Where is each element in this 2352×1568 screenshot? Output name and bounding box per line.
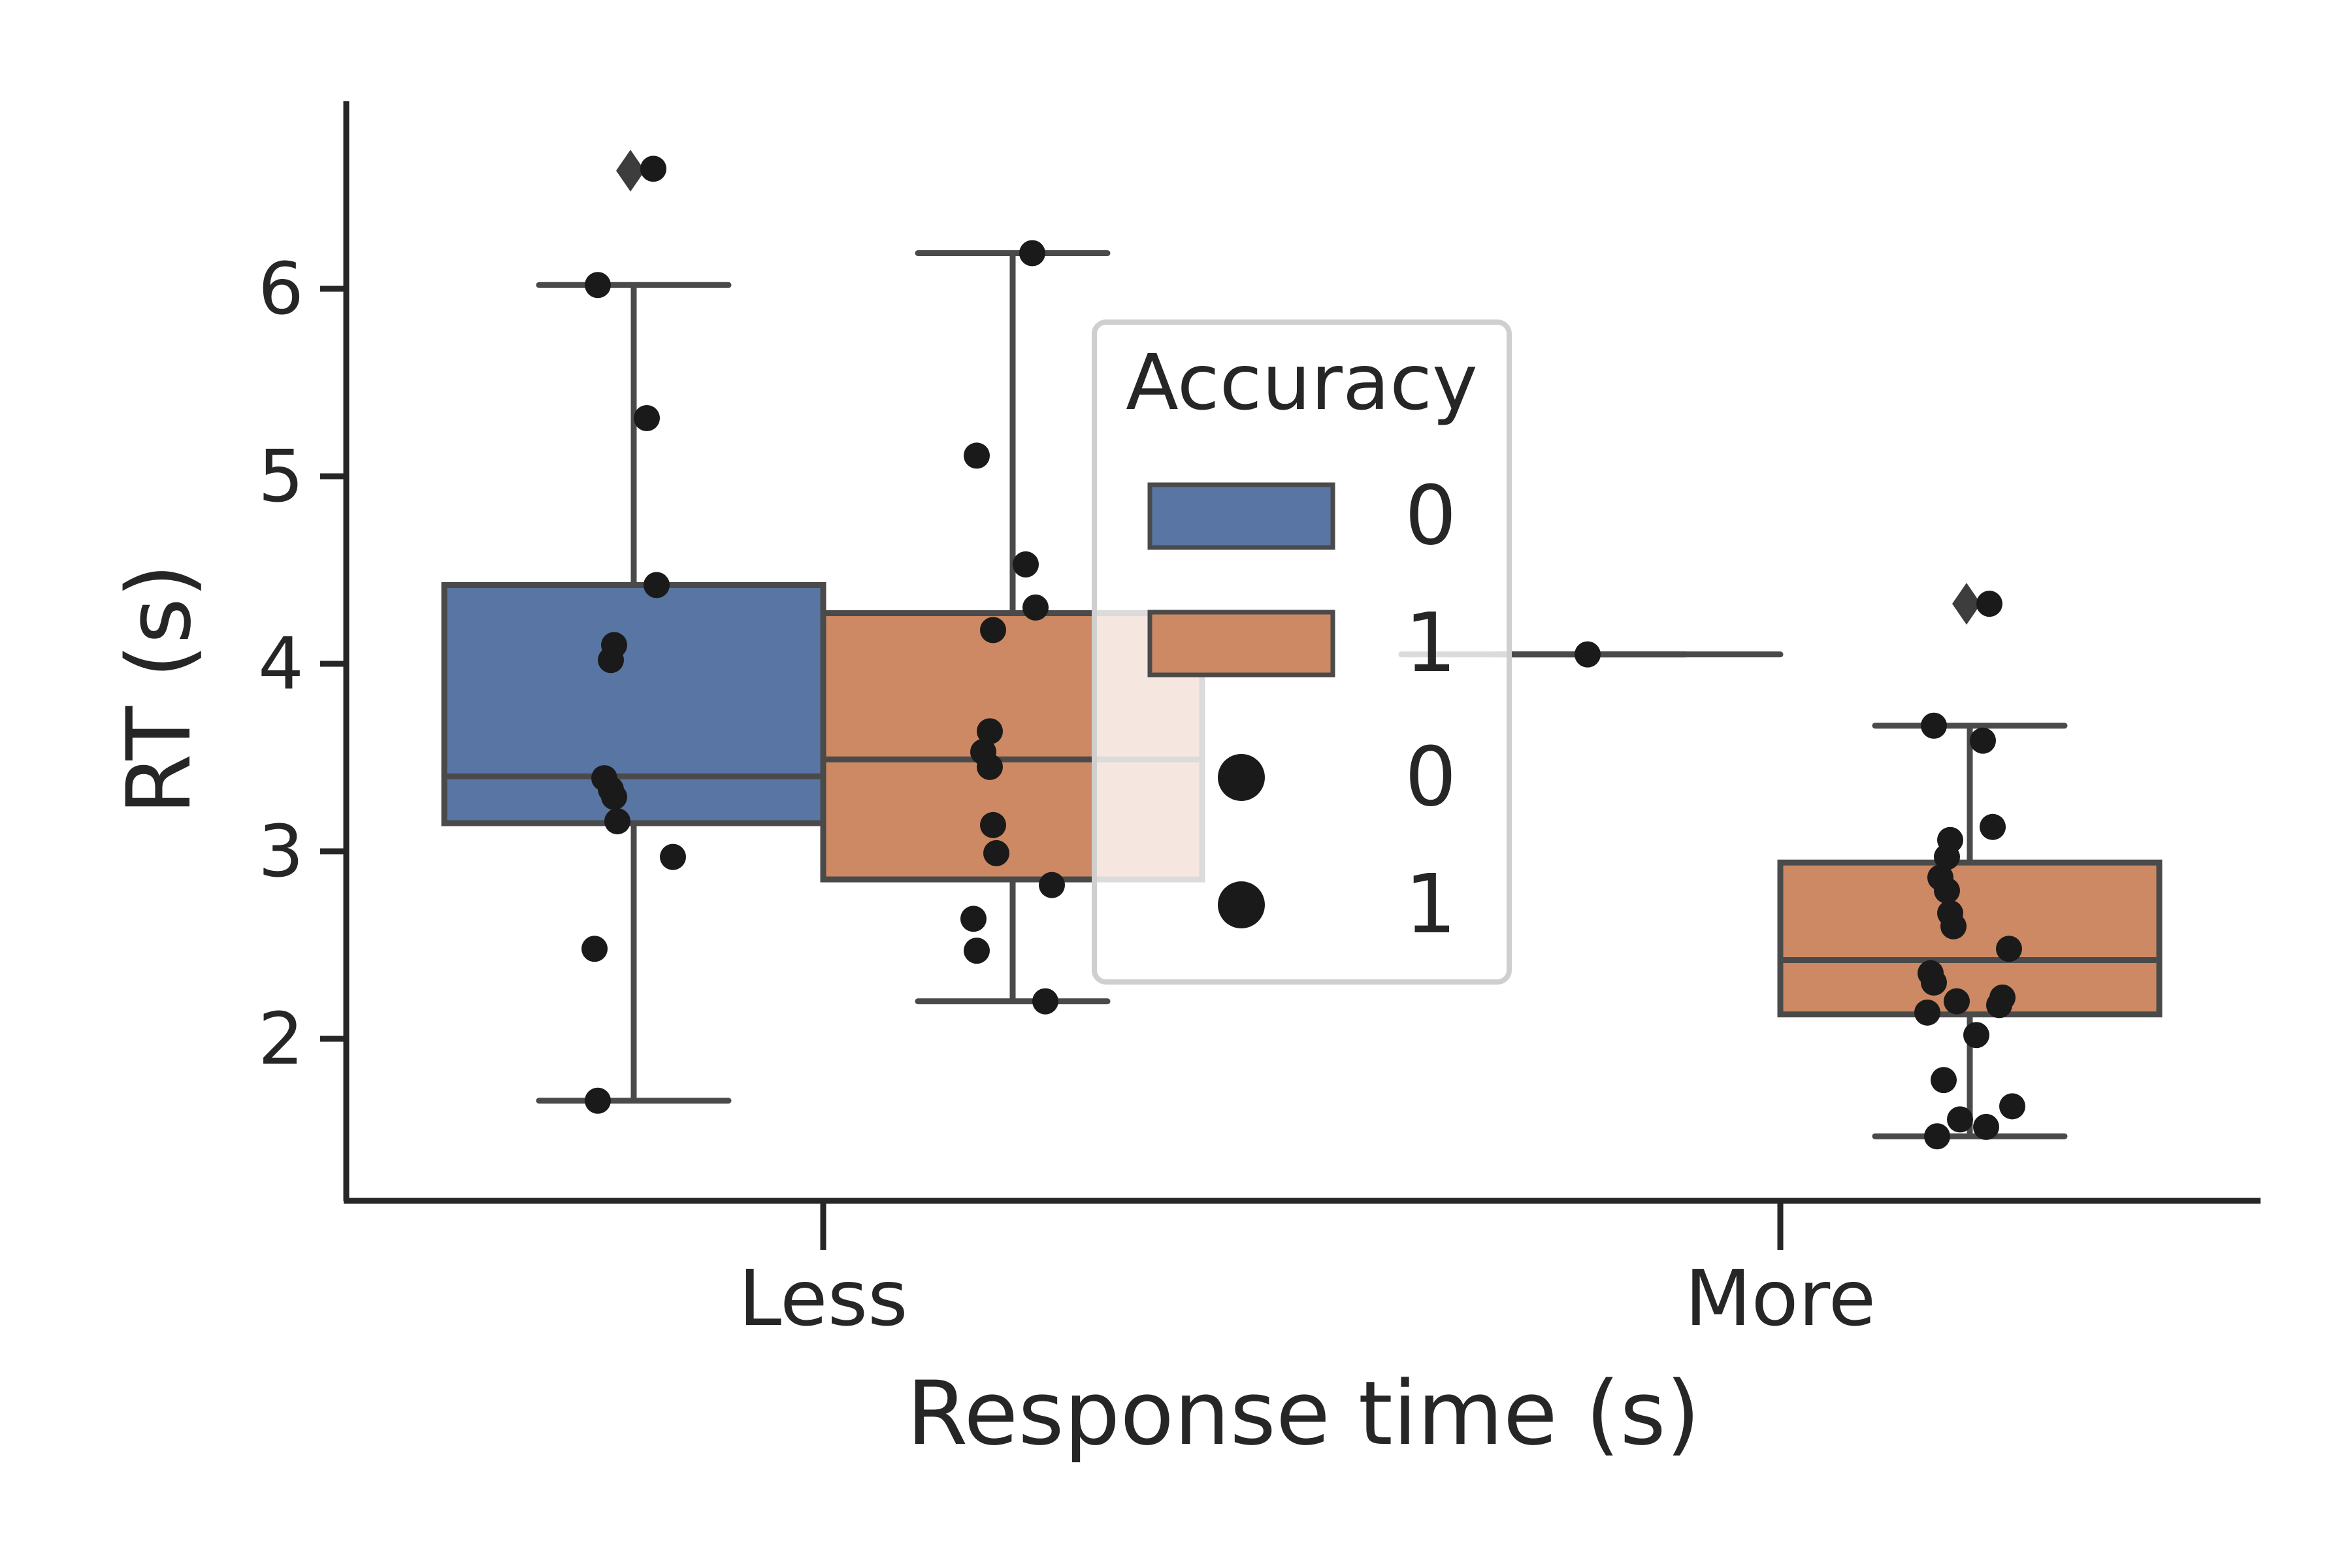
data-point xyxy=(1914,999,1940,1026)
data-point xyxy=(964,938,990,964)
box-less-acc0 xyxy=(441,150,826,1104)
data-point xyxy=(1039,872,1065,898)
data-point xyxy=(1575,641,1601,668)
y-axis-label: RT (s) xyxy=(108,563,210,815)
data-point xyxy=(980,811,1006,838)
box-more-acc1 xyxy=(1777,583,2163,1139)
data-point xyxy=(1940,913,1967,939)
data-point xyxy=(598,647,624,674)
x-axis-label: Response time (s) xyxy=(907,1362,1701,1465)
legend-label: 0 xyxy=(1405,730,1457,825)
data-point xyxy=(1921,712,1947,739)
box-body xyxy=(1777,859,2163,1018)
legend-marker-1 xyxy=(1218,881,1265,928)
data-point xyxy=(1999,1093,2025,1120)
legend-patch-1 xyxy=(1147,610,1335,678)
data-point xyxy=(1924,1123,1950,1150)
strip-more-acc0 xyxy=(1575,641,1601,668)
x-tick-label: Less xyxy=(738,1253,907,1343)
data-point xyxy=(1947,1106,1973,1133)
data-point xyxy=(581,936,608,962)
data-point xyxy=(1931,1067,1957,1094)
data-point xyxy=(1934,877,1960,904)
data-point xyxy=(1996,936,2022,962)
y-tick-label: 5 xyxy=(258,434,304,518)
data-point xyxy=(964,442,990,469)
data-point xyxy=(977,718,1003,745)
legend-patch-0 xyxy=(1147,482,1335,550)
data-point xyxy=(1921,969,1947,996)
y-tick-label: 4 xyxy=(258,622,304,706)
box-body xyxy=(441,581,826,826)
axes: 2 3 4 5 6 Less More xyxy=(258,101,2261,1343)
data-point xyxy=(983,840,1009,866)
strip-less-acc1 xyxy=(960,240,1065,1015)
legend-label: 1 xyxy=(1405,857,1457,952)
data-point xyxy=(1980,813,2006,840)
data-point xyxy=(977,753,1003,780)
data-point xyxy=(601,783,627,810)
data-point xyxy=(1934,843,1960,870)
data-point xyxy=(585,272,611,299)
y-tick-label: 3 xyxy=(258,809,304,893)
data-point xyxy=(1963,1022,1989,1049)
data-point xyxy=(644,572,670,598)
data-point xyxy=(660,843,686,870)
data-point xyxy=(980,617,1006,644)
data-point xyxy=(1976,591,2002,617)
data-point xyxy=(1022,594,1049,621)
data-point xyxy=(634,405,660,432)
data-point xyxy=(1032,988,1058,1015)
x-tick-label: More xyxy=(1685,1253,1876,1343)
data-point xyxy=(1973,1113,1999,1140)
strip-less-acc0 xyxy=(581,155,686,1114)
data-point xyxy=(585,1087,611,1114)
strip-more-acc1 xyxy=(1914,591,2025,1150)
data-point xyxy=(640,155,666,182)
legend-title: Accuracy xyxy=(1126,337,1478,427)
data-point xyxy=(604,808,630,835)
legend: Accuracy 0 1 0 1 xyxy=(1092,319,1512,985)
data-point xyxy=(1013,551,1039,578)
data-point xyxy=(1986,992,2012,1019)
legend-marker-0 xyxy=(1218,754,1265,801)
y-tick-label: 2 xyxy=(258,997,304,1081)
y-tick-label: 6 xyxy=(258,247,304,331)
data-point xyxy=(1970,727,1996,754)
data-point xyxy=(1944,988,1970,1015)
legend-label: 1 xyxy=(1405,596,1457,691)
outlier-marker xyxy=(1952,583,1981,625)
data-point xyxy=(1019,240,1045,267)
outlier-marker xyxy=(616,150,645,192)
data-point xyxy=(960,906,987,932)
legend-label: 0 xyxy=(1405,468,1457,563)
